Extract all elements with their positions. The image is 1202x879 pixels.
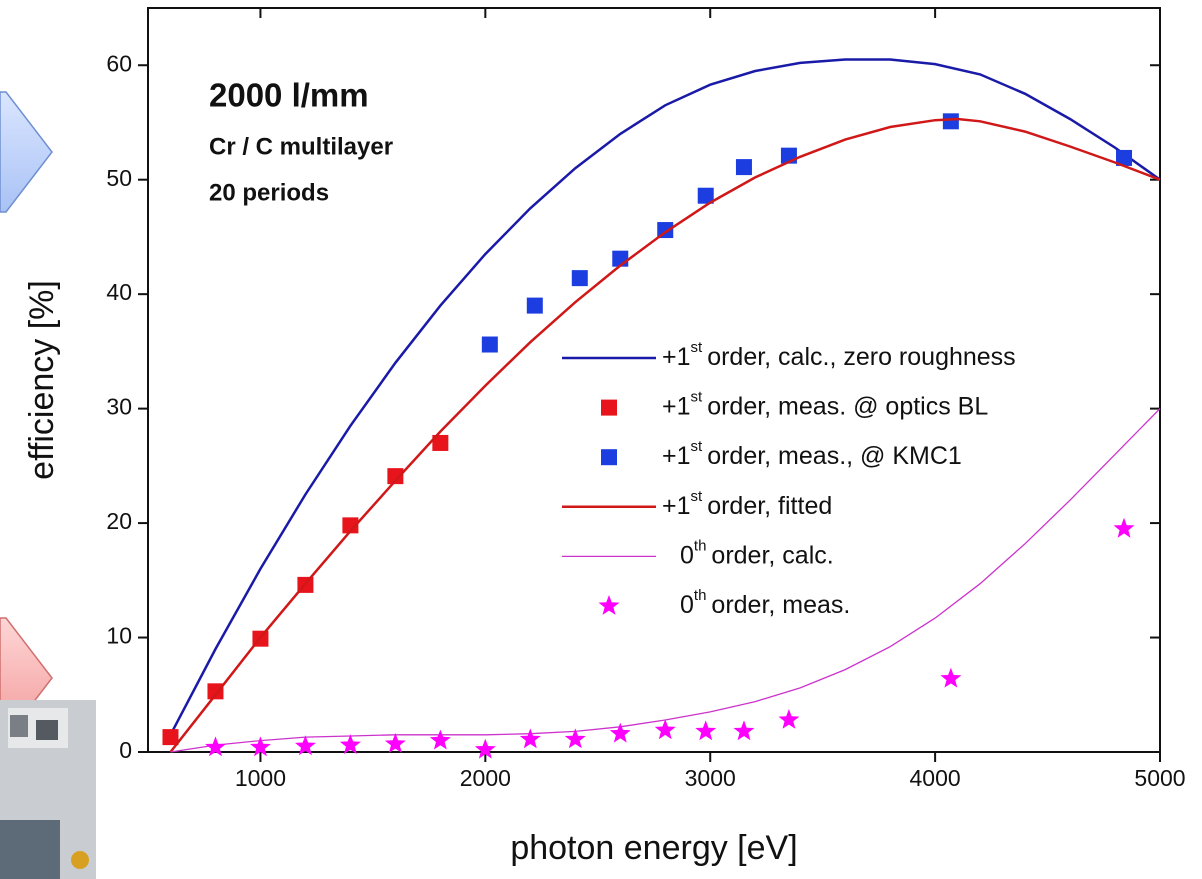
marker xyxy=(295,735,316,756)
y-tick-label: 20 xyxy=(106,508,132,534)
legend-label-sup: st xyxy=(691,488,704,505)
legend-label: +1st order, fitted xyxy=(662,488,832,520)
y-tick-label: 10 xyxy=(106,623,132,649)
legend-label-base: +1 xyxy=(662,442,691,470)
annotation: 2000 l/mm xyxy=(209,77,369,114)
legend-label-rest: order, calc. xyxy=(711,541,833,569)
y-axis-label: efficiency [%] xyxy=(23,280,61,480)
marker xyxy=(940,667,962,688)
marker xyxy=(1113,517,1135,538)
marker xyxy=(1116,149,1133,166)
legend-label-base: 0 xyxy=(680,591,694,619)
x-axis-label: photon energy [eV] xyxy=(510,829,797,867)
x-tick-label: 1000 xyxy=(235,765,286,791)
legend-label-base: +1 xyxy=(662,343,691,371)
marker xyxy=(609,722,631,743)
y-tick-label: 40 xyxy=(106,279,132,305)
y-tick-label: 30 xyxy=(106,394,132,420)
marker xyxy=(733,720,755,741)
series-line xyxy=(169,58,1161,736)
legend-label-base: +1 xyxy=(662,392,691,420)
x-tick-label: 2000 xyxy=(460,765,511,791)
legend-label-base: +1 xyxy=(662,491,691,519)
series-line xyxy=(169,117,1161,753)
legend-label-rest: order, meas., @ KMC1 xyxy=(707,442,962,470)
marker xyxy=(942,113,959,130)
marker xyxy=(384,733,406,753)
marker xyxy=(735,159,752,176)
plot-frame xyxy=(147,7,1161,753)
y-tick-label: 0 xyxy=(119,737,132,763)
legend-label: +1st order, meas., @ KMC1 xyxy=(662,438,962,470)
legend-marker xyxy=(598,595,620,615)
marker xyxy=(526,297,543,314)
marker xyxy=(474,738,496,759)
marker xyxy=(697,187,714,204)
x-tick-label: 5000 xyxy=(1134,765,1185,791)
marker xyxy=(571,270,588,287)
x-tick-label: 3000 xyxy=(685,765,736,791)
marker xyxy=(564,728,586,749)
legend-label-rest: order, meas. xyxy=(711,591,850,619)
legend-label-sup: st xyxy=(691,339,704,356)
legend-label-rest: order, calc., zero roughness xyxy=(707,343,1016,371)
legend-label-sup: st xyxy=(691,438,704,455)
legend-label: +1st order, calc., zero roughness xyxy=(662,339,1016,371)
marker xyxy=(162,729,179,746)
legend-label-base: 0 xyxy=(680,541,694,569)
legend-label: 0th order, calc. xyxy=(680,537,834,569)
marker xyxy=(205,736,226,757)
legend-label: 0th order, meas. xyxy=(680,587,850,619)
annotation: 20 periods xyxy=(209,179,329,206)
marker xyxy=(654,719,676,740)
x-tick-label: 4000 xyxy=(910,765,961,791)
legend-marker xyxy=(601,449,617,466)
marker xyxy=(519,728,541,749)
marker xyxy=(342,517,359,534)
legend-label-rest: order, meas. @ optics BL xyxy=(707,392,988,420)
legend-label: +1st order, meas. @ optics BL xyxy=(662,389,988,421)
annotation: Cr / C multilayer xyxy=(209,133,393,160)
y-tick-label: 50 xyxy=(106,165,132,191)
marker xyxy=(432,434,449,451)
legend-label-rest: order, fitted xyxy=(707,491,832,519)
legend-label-sup: th xyxy=(694,587,707,604)
marker xyxy=(695,720,717,741)
marker xyxy=(481,336,498,353)
marker xyxy=(339,734,361,754)
marker xyxy=(778,709,800,729)
y-tick-label: 60 xyxy=(106,50,132,76)
legend-label-sup: st xyxy=(691,389,704,406)
marker xyxy=(429,729,451,750)
legend-marker xyxy=(601,399,617,416)
marker xyxy=(207,683,224,700)
marker xyxy=(387,468,404,485)
marker xyxy=(250,736,271,757)
legend-label-sup: th xyxy=(694,537,707,554)
decor-photo xyxy=(0,700,96,879)
decor-arrow xyxy=(0,91,53,213)
